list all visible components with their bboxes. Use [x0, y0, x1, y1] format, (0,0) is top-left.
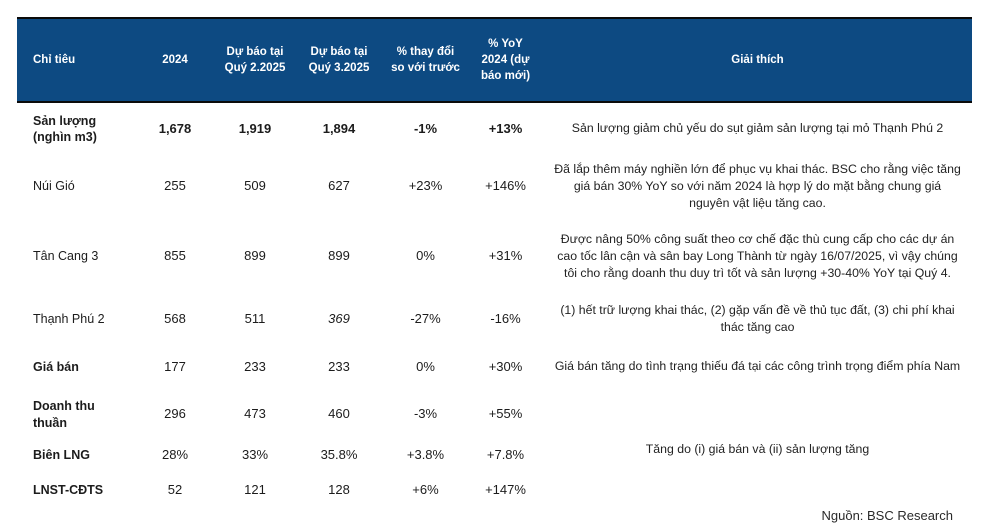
- value-cell: 568: [164, 310, 186, 326]
- forecast-table: Chỉ tiêu 2024 Dự báo tại Quý 2.2025 Dự b…: [17, 17, 972, 508]
- row-label-cell: Sản lượng (nghìn m3): [33, 113, 97, 144]
- forecast-table-container: Chỉ tiêu 2024 Dự báo tại Quý 2.2025 Dự b…: [17, 17, 972, 508]
- table-row: LNST-CĐTS 52 121 128 +6% +147%: [17, 473, 972, 508]
- value-cell: 128: [328, 482, 350, 498]
- explanation-cell: Đã lắp thêm máy nghiền lớn để phục vụ kh…: [554, 161, 961, 211]
- value-cell: -3%: [413, 406, 438, 422]
- value-cell: +55%: [488, 406, 523, 422]
- value-cell: 177: [164, 358, 186, 374]
- header-cell-forecast-q3-2025: Dự báo tại Quý 3.2025: [295, 17, 383, 103]
- value-cell: 369: [328, 310, 350, 326]
- row-label-cell: Biên LNG: [33, 448, 90, 463]
- value-cell: -16%: [490, 310, 521, 326]
- value-cell: +147%: [485, 482, 526, 498]
- header-cell-2024: 2024: [135, 17, 215, 103]
- value-cell: 899: [328, 248, 350, 264]
- header-cell-explanation: Giải thích: [543, 17, 972, 103]
- explanation-cell: Giá bán tăng do tình trạng thiếu đá tại …: [554, 359, 961, 374]
- value-cell: -1%: [413, 120, 438, 136]
- value-cell: 627: [328, 178, 350, 194]
- value-cell: +3.8%: [406, 447, 445, 463]
- table-row: Doanh thu thuần 296 473 460 -3% +55% Tăng do (…: [17, 391, 972, 456]
- row-label-cell: Doanh thu thuần: [33, 399, 95, 430]
- value-cell: 460: [328, 406, 350, 422]
- value-cell: 511: [244, 310, 266, 326]
- value-cell: +31%: [488, 248, 523, 264]
- row-label-cell: LNST-CĐTS: [33, 483, 104, 498]
- value-cell: 121: [244, 482, 266, 498]
- value-cell: 1,894: [322, 120, 356, 136]
- value-cell: 473: [244, 406, 266, 422]
- explanation-cell: Tăng do (i) giá bán và (ii) sản lượng tă…: [645, 441, 870, 456]
- value-cell: +30%: [488, 358, 523, 374]
- row-label-cell: Tân Cang 3: [33, 249, 99, 264]
- table-row: Núi Gió 255 509 627 +23% +146% Đã lắp thêm máy…: [17, 155, 972, 218]
- value-cell: 509: [244, 178, 266, 194]
- value-cell: 28%: [161, 447, 189, 463]
- explanation-cell: Sản lượng giảm chủ yếu do sụt giảm sản l…: [571, 121, 944, 136]
- value-cell: 0%: [416, 248, 435, 264]
- table-row: Sản lượng (nghìn m3) 1,678 1,919 1,894 -1% +1…: [17, 102, 972, 155]
- value-cell: 33%: [241, 447, 269, 463]
- explanation-cell: (1) hết trữ lượng khai thác, (2) gặp vấn…: [560, 302, 955, 334]
- value-cell: 255: [164, 178, 186, 194]
- header-cell-forecast-q2-2025: Dự báo tại Quý 2.2025: [215, 17, 295, 103]
- value-cell: +146%: [485, 178, 526, 194]
- table-header-row: Chỉ tiêu 2024 Dự báo tại Quý 2.2025 Dự b…: [17, 17, 972, 103]
- table-row: Thạnh Phú 2 568 511 369 -27% -16% (1) hết trữ …: [17, 295, 972, 343]
- value-cell: 855: [164, 248, 186, 264]
- value-cell: +6%: [412, 482, 439, 498]
- value-cell: 52: [167, 482, 183, 498]
- table-row: Giá bán 177 233 233 0% +30% Giá bán tăng do tì…: [17, 343, 972, 391]
- source-note: Nguồn: BSC Research: [821, 508, 953, 523]
- value-cell: +23%: [408, 178, 443, 194]
- value-cell: 233: [328, 358, 350, 374]
- value-cell: -27%: [410, 310, 441, 326]
- value-cell: 35.8%: [320, 447, 358, 463]
- value-cell: 0%: [416, 358, 435, 374]
- value-cell: +13%: [488, 120, 523, 136]
- value-cell: +7.8%: [486, 447, 525, 463]
- header-cell-chi-tieu: Chỉ tiêu: [17, 17, 135, 103]
- explanation-cell: Được nâng 50% công suất theo cơ chế đặc …: [557, 231, 958, 281]
- value-cell: 1,919: [238, 120, 272, 136]
- row-label-cell: Núi Gió: [33, 179, 75, 194]
- value-cell: 296: [164, 406, 186, 422]
- row-label-cell: Giá bán: [33, 359, 79, 374]
- header-cell-pct-yoy: % YoY 2024 (dự báo mới): [468, 17, 543, 103]
- value-cell: 233: [244, 358, 266, 374]
- row-label-cell: Thạnh Phú 2: [33, 311, 105, 326]
- table-row: Tân Cang 3 855 899 899 0% +31% Được nâng 50% c…: [17, 218, 972, 295]
- header-cell-pct-change: % thay đổi so với trước: [383, 17, 468, 103]
- value-cell: 1,678: [158, 120, 192, 136]
- table-row: Biên LNG 28% 33% 35.8% +3.8% +7.8%: [17, 438, 972, 473]
- value-cell: 899: [244, 248, 266, 264]
